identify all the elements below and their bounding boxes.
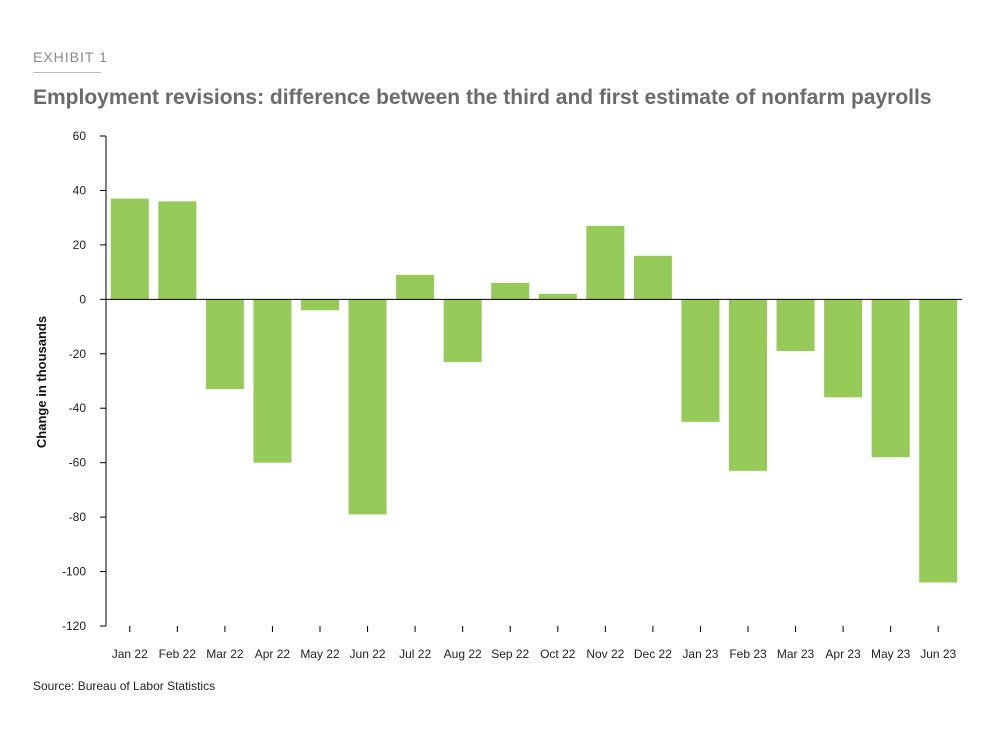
bar-apr-23 — [824, 299, 863, 398]
bar-jun-23 — [919, 299, 958, 583]
bar-oct-22 — [538, 293, 577, 300]
x-tick-label: Aug 22 — [444, 647, 482, 661]
bar-feb-22 — [158, 201, 197, 300]
bar-jan-22 — [110, 198, 149, 300]
y-tick-label: -40 — [69, 401, 87, 415]
x-tick-label: May 22 — [300, 647, 340, 661]
exhibit-divider — [33, 72, 101, 73]
x-tick-label: Jul 22 — [399, 647, 431, 661]
x-tick-label: Apr 23 — [825, 647, 861, 661]
bar-nov-22 — [586, 225, 625, 300]
bar-jan-23 — [681, 299, 720, 422]
bar-sep-22 — [491, 283, 530, 300]
y-tick-label: 0 — [79, 292, 86, 306]
y-tick-label: -60 — [69, 456, 87, 470]
chart-title: Employment revisions: difference between… — [33, 86, 932, 109]
x-tick-label: Nov 22 — [586, 647, 624, 661]
x-tick-label: Oct 22 — [540, 647, 576, 661]
bar-jul-22 — [396, 274, 435, 300]
bar-feb-23 — [728, 299, 768, 471]
y-tick-label: 20 — [73, 238, 87, 252]
x-tick-label: Feb 23 — [729, 647, 767, 661]
y-tick-label: 40 — [73, 183, 87, 197]
bar-dec-22 — [633, 255, 672, 300]
x-tick-label: Jan 23 — [682, 647, 718, 661]
exhibit-label: EXHIBIT 1 — [33, 49, 108, 65]
bar-mar-22 — [205, 299, 244, 390]
y-tick-label: -20 — [69, 347, 87, 361]
x-tick-label: Feb 22 — [159, 647, 197, 661]
x-tick-label: Jan 22 — [112, 647, 148, 661]
x-tick-label: Apr 22 — [255, 647, 291, 661]
x-tick-label: Jun 23 — [920, 647, 956, 661]
source-note: Source: Bureau of Labor Statistics — [33, 679, 216, 693]
y-tick-label: -80 — [69, 510, 87, 524]
bar-jun-22 — [348, 299, 387, 515]
bar-apr-22 — [253, 299, 292, 463]
bar-mar-23 — [776, 299, 815, 352]
bar-may-22 — [300, 299, 340, 311]
y-tick-label: 60 — [73, 129, 87, 143]
x-tick-label: Mar 23 — [777, 647, 815, 661]
x-tick-label: Sep 22 — [491, 647, 529, 661]
x-tick-label: Mar 22 — [206, 647, 244, 661]
y-tick-label: -100 — [62, 565, 86, 579]
bars — [110, 198, 958, 583]
y-axis: 60 40 20 0 -20 -40 -60 -80 -100 -120 — [62, 129, 107, 633]
x-axis: Jan 22 Feb 22 Mar 22 Apr 22 May 22 Jun 22 Jul … — [106, 298, 962, 661]
bar-aug-22 — [443, 299, 482, 362]
x-tick-label: Dec 22 — [634, 647, 672, 661]
y-tick-label: -120 — [62, 619, 86, 633]
bar-may-23 — [871, 299, 910, 458]
x-tick-label: Jun 22 — [350, 647, 386, 661]
y-axis-label: Change in thousands — [34, 316, 49, 448]
x-tick-label: May 23 — [871, 647, 911, 661]
